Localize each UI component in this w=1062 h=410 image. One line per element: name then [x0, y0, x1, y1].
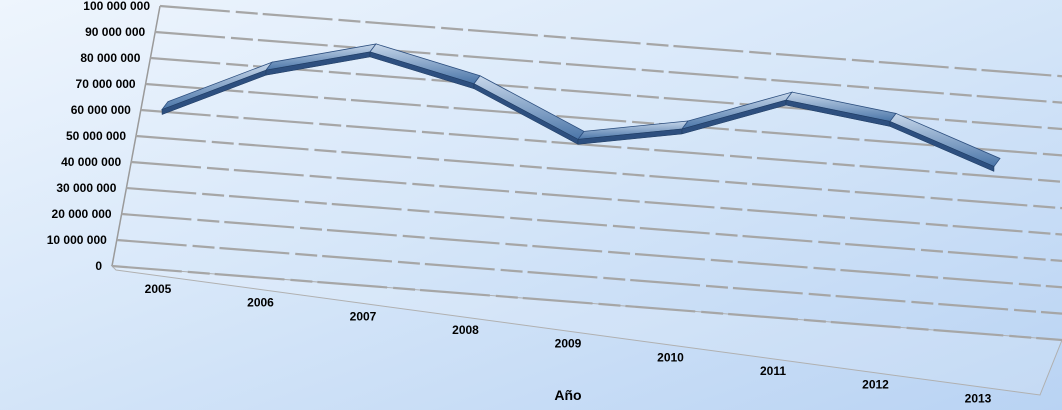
gridline — [140, 108, 1062, 183]
x-tick-label: 2012 — [862, 378, 889, 392]
gridline — [135, 134, 1062, 210]
x-tick-label: 2013 — [965, 391, 992, 405]
gridline — [126, 186, 1062, 262]
gridline — [111, 264, 1062, 342]
y-tick-label: 80 000 000 — [80, 51, 140, 65]
gridlines — [111, 4, 1062, 342]
x-tick-label: 2009 — [555, 337, 582, 351]
gridline — [145, 82, 1062, 157]
y-axis-ticks: 0 10 000 000 20 000 000 30 000 000 40 000 00… — [47, 0, 151, 273]
gridline — [131, 160, 1062, 236]
y-tick-label: 20 000 000 — [52, 207, 112, 221]
y-tick-label: 10 000 000 — [47, 233, 107, 247]
x-tick-label: 2007 — [350, 309, 377, 323]
gridline — [121, 212, 1062, 289]
x-tick-label: 2010 — [657, 350, 684, 364]
y-tick-label: 100 000 000 — [83, 0, 150, 13]
x-tick-label: 2008 — [452, 323, 479, 337]
x-tick-label: 2006 — [247, 296, 274, 310]
ribbon-segment — [680, 91, 794, 130]
x-axis-ticks: 2005 2006 2007 2008 2009 2010 2011 2012 2013 — [145, 282, 992, 405]
ribbon-segment — [473, 75, 585, 140]
x-axis-label: Año — [554, 387, 581, 403]
ribbon-edge — [473, 83, 579, 145]
y-tick-label: 0 — [95, 259, 102, 273]
y-tick-label: 50 000 000 — [66, 129, 126, 143]
y-tick-label: 70 000 000 — [76, 77, 136, 91]
gridline — [150, 56, 1062, 131]
ribbon-segment — [889, 112, 1001, 167]
gridline — [159, 4, 1062, 78]
gridline — [116, 238, 1062, 315]
gridline — [155, 30, 1062, 104]
ribbon-edge — [889, 121, 995, 172]
y-tick-label: 60 000 000 — [71, 103, 131, 117]
y-tick-label: 90 000 000 — [85, 25, 145, 39]
ribbon-segment — [369, 43, 481, 85]
chart-floor — [110, 265, 1062, 396]
ribbon-edge — [681, 99, 787, 135]
x-tick-label: 2005 — [145, 282, 172, 296]
x-tick-label: 2011 — [760, 364, 786, 378]
series-ribbon — [160, 43, 1001, 172]
y-tick-label: 40 000 000 — [61, 155, 121, 169]
y-tick-label: 30 000 000 — [56, 181, 116, 195]
